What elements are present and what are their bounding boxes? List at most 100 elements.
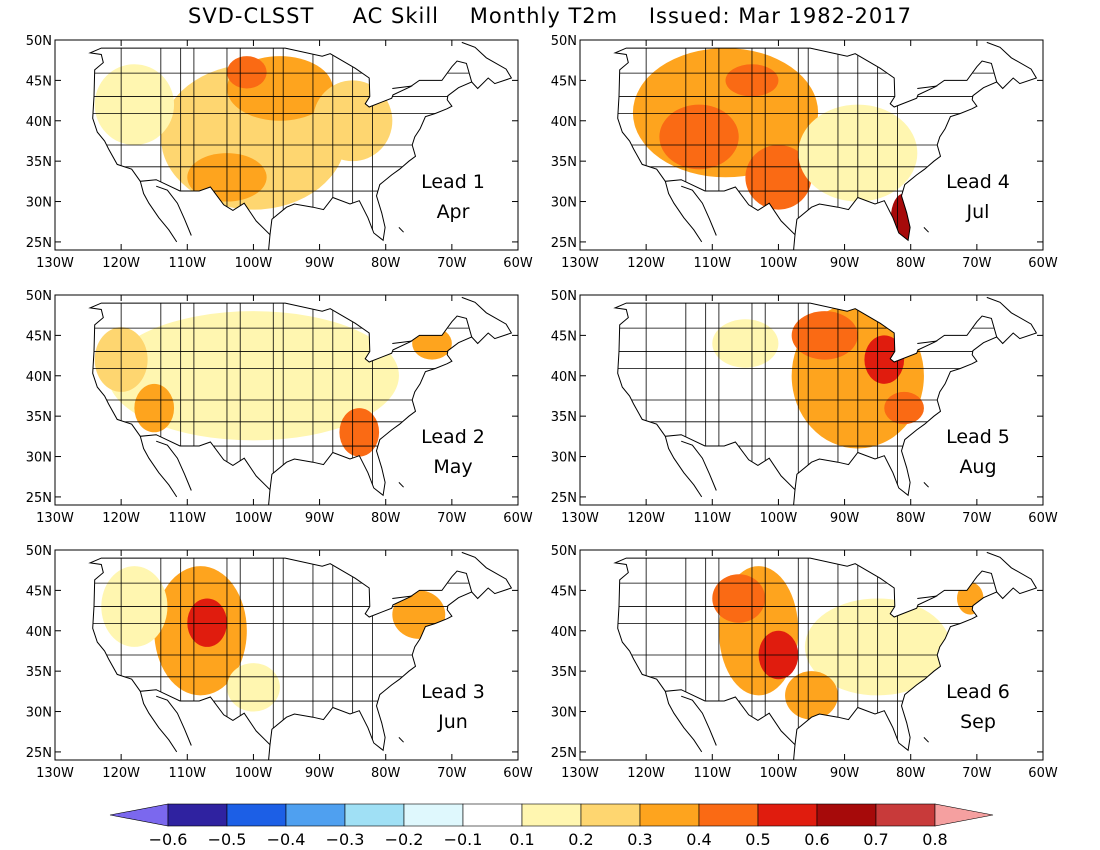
coastline [461,41,513,90]
coastline [917,595,938,599]
skill-region [884,391,924,425]
map-panel: 50N 45N 40N 35N 30N 25N 130W 120W 110W 100W 90W 80W… [551,289,1058,526]
lead-label: Lead 3 [421,681,485,703]
colorbar-label: 0.6 [804,830,829,849]
lon-tick-label: 130W [36,511,74,526]
lead-label: Lead 1 [421,171,485,193]
lead-label: Lead 5 [946,426,1010,448]
coastline [681,695,717,746]
colorbar-bin [757,803,818,827]
lon-tick-label: 80W [896,256,926,271]
skill-region [712,574,766,623]
lon-tick-label: 90W [305,511,335,526]
lat-tick-label: 50N [26,34,52,49]
colorbar-bin [403,803,464,827]
colorbar-label: −0.5 [208,830,247,849]
skill-region [226,56,267,89]
lat-tick-label: 30N [551,706,577,721]
lat-tick-label: 40N [551,370,577,385]
coastline [793,489,796,506]
lat-tick-label: 45N [26,329,52,344]
lat-tick-label: 40N [26,625,52,640]
colorbar-label: 0.7 [863,830,888,849]
lat-tick-label: 50N [551,289,577,304]
coastline [461,551,513,600]
skill-region [791,311,858,360]
figure-title: SVD-CLSST AC Skill Monthly T2m Issued: M… [188,4,912,28]
conus-outline [613,47,998,242]
lon-tick-label: 110W [168,511,206,526]
lon-tick-label: 80W [896,511,926,526]
lon-tick-label: 60W [1028,256,1058,271]
lon-tick-label: 70W [437,256,467,271]
colorbar-bin [816,803,877,827]
panel-frame [54,39,519,251]
lat-tick-label: 40N [551,625,577,640]
lat-tick-label: 25N [26,746,52,761]
coastline [156,185,192,236]
lat-tick-label: 35N [26,665,52,680]
lon-tick-label: 70W [437,511,467,526]
lon-tick-label: 90W [830,511,860,526]
lat-tick-label: 30N [26,706,52,721]
coastline [392,340,413,344]
colorbar-bin [698,803,759,827]
panel-frame [579,294,1044,506]
lon-tick-label: 130W [561,256,599,271]
month-label: Jul [966,201,990,223]
panel-frame [54,549,519,761]
month-label: May [433,456,472,478]
lat-tick-label: 30N [551,451,577,466]
colorbar-bin [580,803,641,827]
colorbar-bin [226,803,287,827]
coastline [986,551,1038,600]
skill-region [226,663,280,712]
lon-tick-label: 100W [235,766,273,781]
coastline [986,296,1038,345]
lat-tick-label: 35N [551,410,577,425]
lon-tick-label: 70W [962,511,992,526]
lon-tick-label: 130W [561,511,599,526]
coastline [923,482,929,488]
lon-tick-label: 120W [627,766,665,781]
map-panel: 50N 45N 40N 35N 30N 25N 130W 120W 110W 100W 90W 80W… [26,34,533,271]
colorbar-label: −0.6 [149,830,188,849]
coastline [461,296,513,345]
panel-frame [579,39,1044,251]
lon-tick-label: 80W [371,256,401,271]
lon-tick-label: 60W [1028,766,1058,781]
coastline [793,744,796,761]
skill-region [659,104,739,170]
coastline [268,234,271,251]
colorbar-bin [639,803,700,827]
coastline [398,737,404,743]
lat-tick-label: 45N [26,74,52,89]
lon-tick-label: 80W [371,511,401,526]
lon-tick-label: 120W [102,511,140,526]
colorbar: −0.6 −0.5 −0.4 −0.3 −0.2 −0.1 0.1 0.2 0.3 0.4 0.5 0… [109,803,994,849]
coastline [664,436,703,498]
lat-tick-label: 45N [551,329,577,344]
colorbar-extend-high [934,803,994,827]
skill-region [785,671,838,720]
lat-tick-label: 50N [26,289,52,304]
skill-region [187,598,227,647]
lat-tick-label: 45N [26,584,52,599]
colorbar-label: 0.4 [686,830,711,849]
coastline [139,691,178,753]
coastline [923,737,929,743]
coastline [681,440,717,491]
lat-tick-label: 25N [551,236,577,251]
conus-outline [88,47,473,242]
colorbar-extend-low [109,803,169,827]
lon-tick-label: 60W [503,511,533,526]
lon-tick-label: 110W [168,256,206,271]
colorbar-bin [285,803,346,827]
colorbar-label: −0.4 [267,830,306,849]
lon-tick-label: 100W [760,511,798,526]
lon-tick-label: 90W [830,256,860,271]
colorbar-label: −0.3 [326,830,365,849]
lat-tick-label: 35N [26,155,52,170]
lat-tick-label: 50N [26,544,52,559]
lat-tick-label: 35N [551,665,577,680]
